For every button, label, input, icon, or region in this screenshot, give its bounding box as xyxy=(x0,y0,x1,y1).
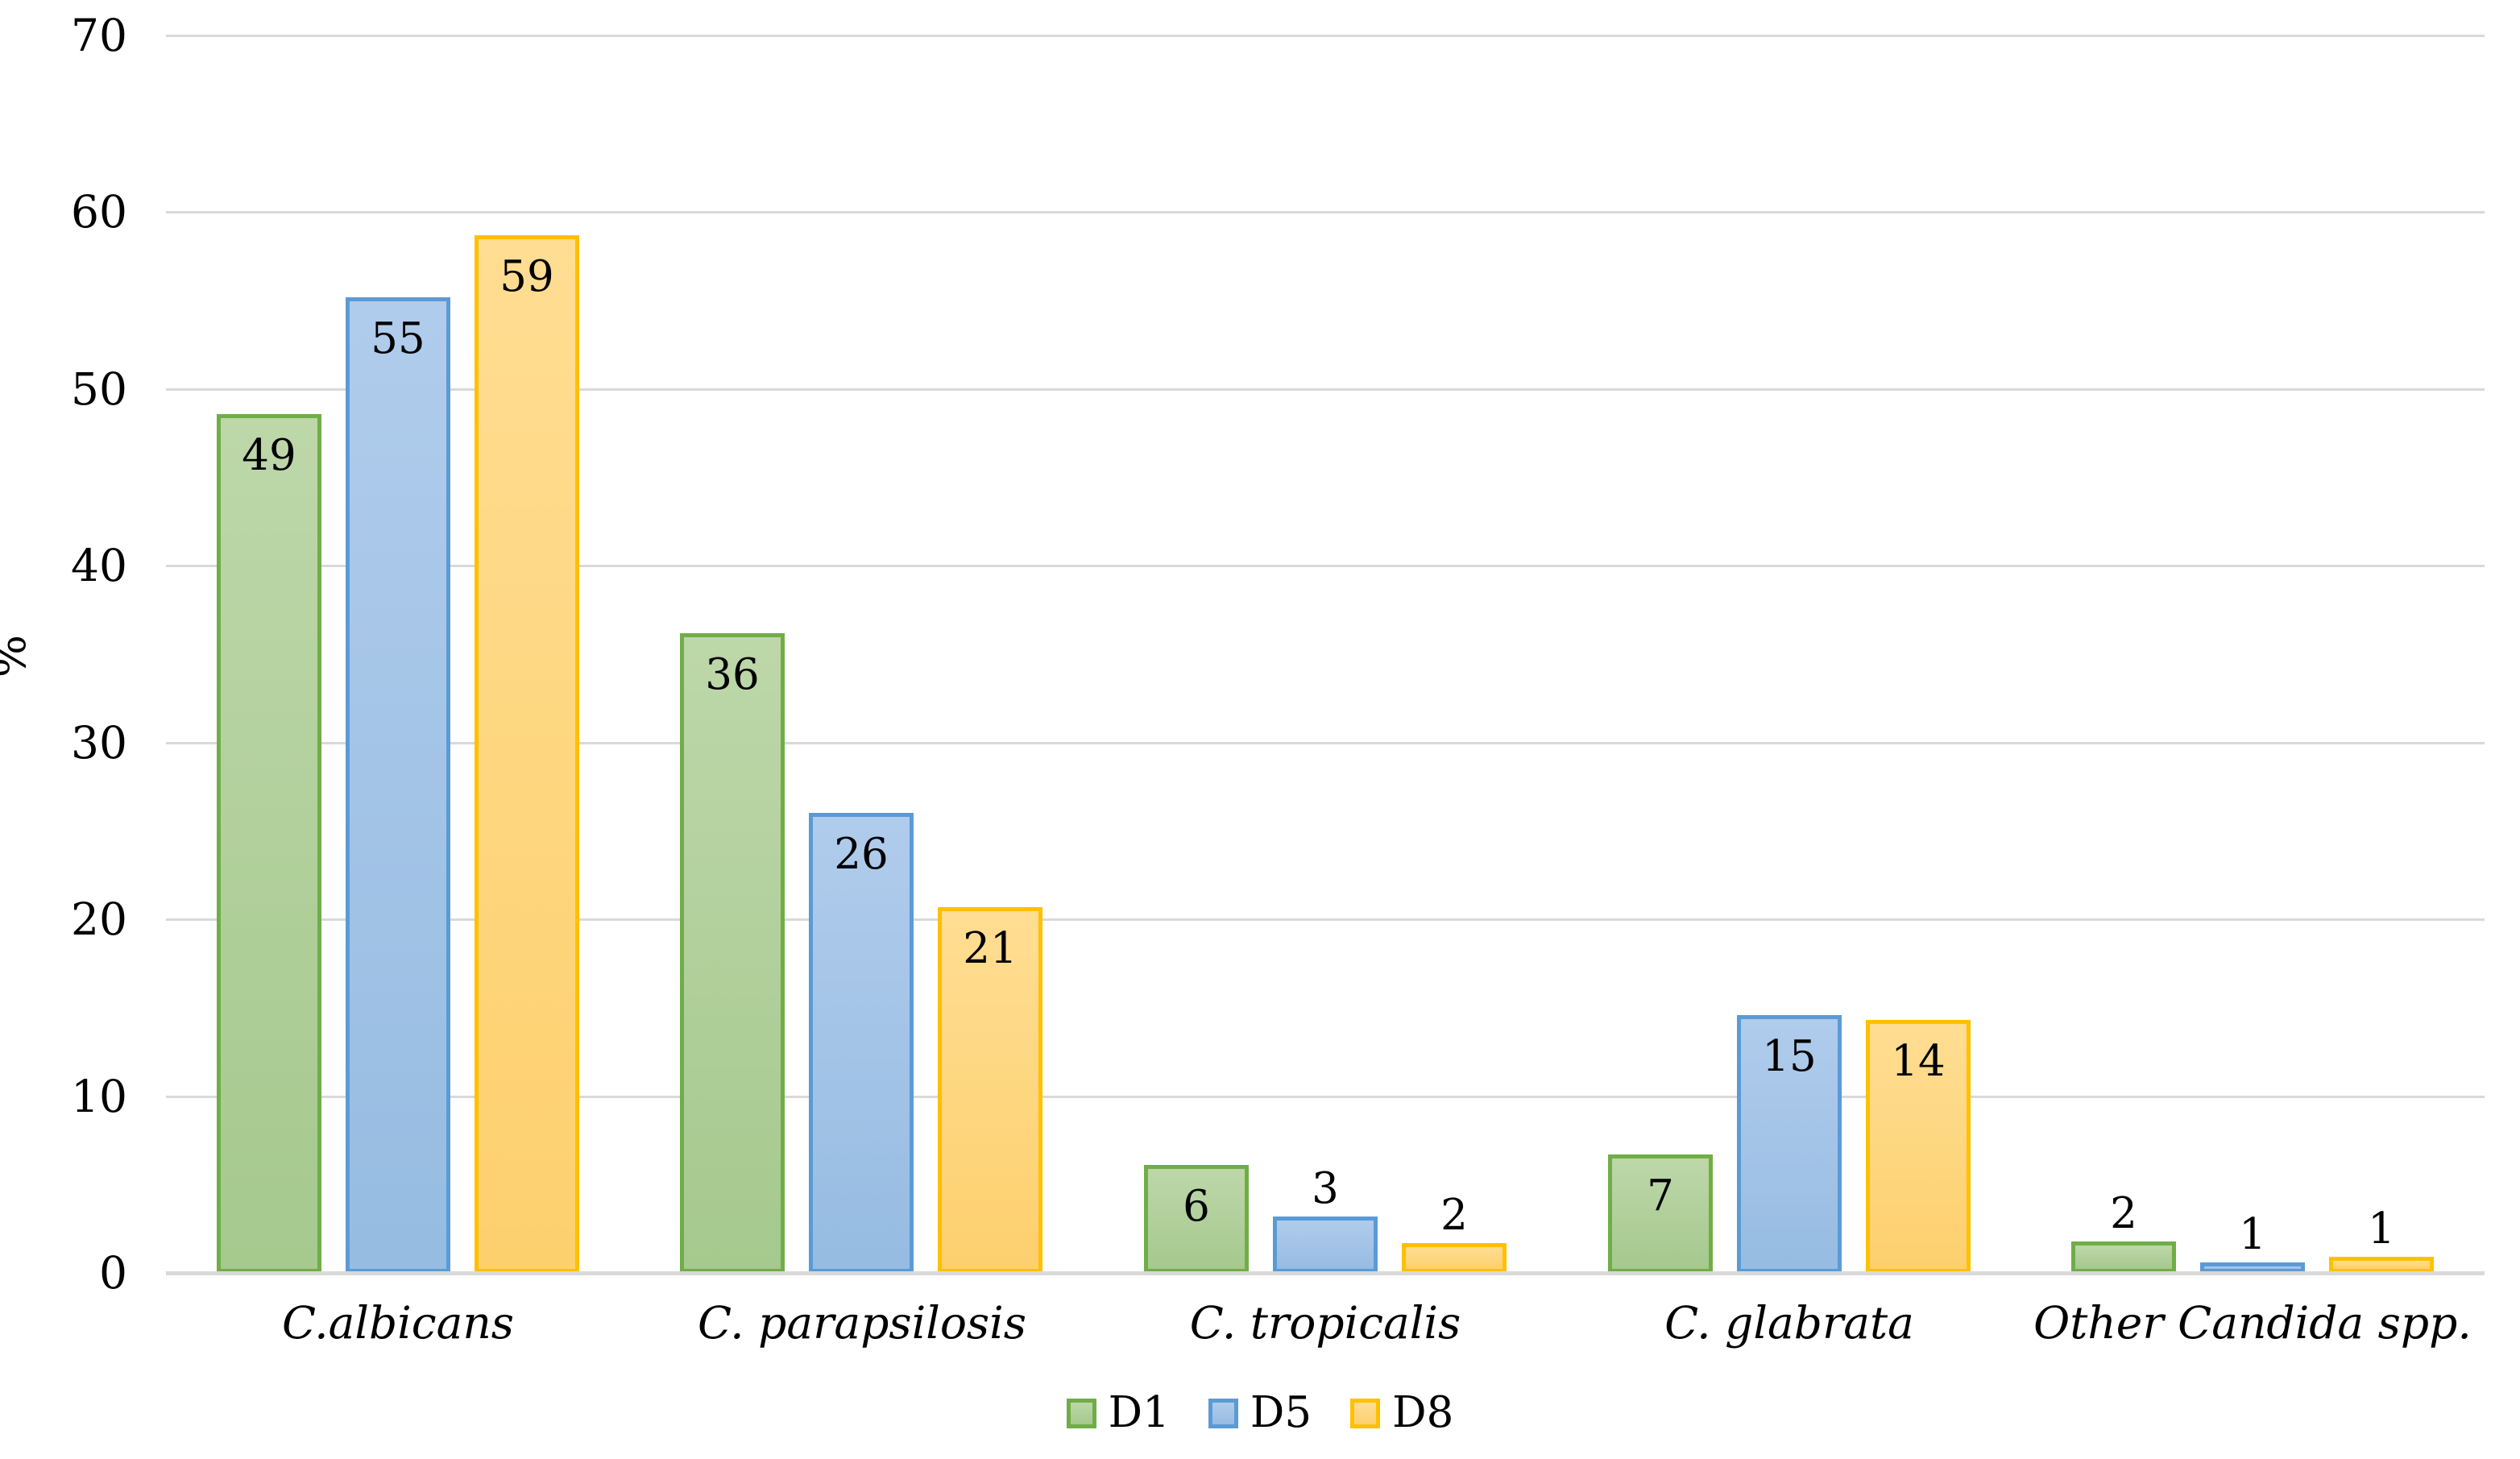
bar-d5-3 xyxy=(1273,1217,1378,1273)
legend-swatch-d5 xyxy=(1208,1398,1238,1428)
legend-item-d5: D5 xyxy=(1208,1391,1312,1436)
gridline xyxy=(166,918,2485,922)
data-label: 1 xyxy=(2239,1210,2266,1259)
data-label: 21 xyxy=(963,924,1018,973)
category-label: C.albicans xyxy=(281,1297,515,1349)
category-label: C. parapsilosis xyxy=(698,1297,1026,1349)
bar-d1-4 xyxy=(1608,1154,1713,1273)
gridline xyxy=(166,1095,2485,1098)
data-label: 7 xyxy=(1647,1171,1674,1221)
gridline xyxy=(166,211,2485,214)
gridline xyxy=(166,741,2485,744)
gridline xyxy=(166,35,2485,37)
data-label: 3 xyxy=(1312,1164,1339,1213)
data-label: 26 xyxy=(834,830,889,879)
bar-d5-1 xyxy=(346,297,450,1273)
bar-d5-2 xyxy=(809,813,914,1273)
y-tick-label: 30 xyxy=(71,716,127,769)
legend-swatch-d1 xyxy=(1066,1398,1096,1428)
bar-d5-4 xyxy=(1737,1015,1842,1273)
bar-d1-3 xyxy=(1144,1165,1249,1273)
legend-label-d1: D1 xyxy=(1108,1388,1170,1437)
bar-d8-3 xyxy=(1402,1243,1507,1273)
legend-item-d1: D1 xyxy=(1066,1388,1170,1437)
data-label: 6 xyxy=(1183,1182,1210,1231)
bar-d8-1 xyxy=(475,235,579,1273)
legend-swatch-d8 xyxy=(1350,1398,1381,1428)
y-tick-label: 0 xyxy=(99,1247,127,1299)
bar-d1-2 xyxy=(680,633,785,1273)
y-tick-label: 10 xyxy=(71,1070,127,1122)
plot-area xyxy=(166,35,2485,1275)
y-tick-label: 20 xyxy=(71,893,127,946)
bar-d8-4 xyxy=(1866,1020,1971,1273)
bar-d8-5 xyxy=(2329,1257,2434,1273)
gridline xyxy=(166,388,2485,391)
data-label: 36 xyxy=(705,650,760,699)
y-tick-label: 50 xyxy=(71,363,127,415)
data-label: 14 xyxy=(1891,1037,1946,1086)
bar-d1-1 xyxy=(217,414,321,1273)
data-label: 59 xyxy=(499,252,554,301)
y-axis-title: % xyxy=(0,635,36,678)
data-label: 1 xyxy=(2368,1204,2395,1254)
y-tick-label: 60 xyxy=(71,186,127,238)
data-label: 55 xyxy=(371,314,425,363)
legend-label-d5: D5 xyxy=(1250,1388,1312,1437)
gridline xyxy=(166,565,2485,568)
category-label: C. tropicalis xyxy=(1189,1297,1461,1349)
bar-d5-5 xyxy=(2200,1262,2305,1273)
x-axis-line xyxy=(166,1271,2485,1275)
legend: D1 D5 D8 xyxy=(0,1391,2520,1436)
legend-item-d8: D8 xyxy=(1350,1391,1453,1436)
legend-label-d8: D8 xyxy=(1392,1388,1454,1437)
bar-d8-2 xyxy=(938,907,1042,1273)
data-label: 49 xyxy=(242,431,296,480)
bar-d1-5 xyxy=(2071,1241,2176,1273)
category-label: Other Candida spp. xyxy=(2033,1297,2472,1349)
data-label: 2 xyxy=(1440,1191,1468,1240)
data-label: 2 xyxy=(2110,1189,2137,1238)
y-tick-label: 70 xyxy=(71,10,127,61)
category-label: C. glabrata xyxy=(1664,1297,1914,1349)
data-label: 15 xyxy=(1762,1032,1817,1081)
y-tick-label: 40 xyxy=(71,540,127,592)
